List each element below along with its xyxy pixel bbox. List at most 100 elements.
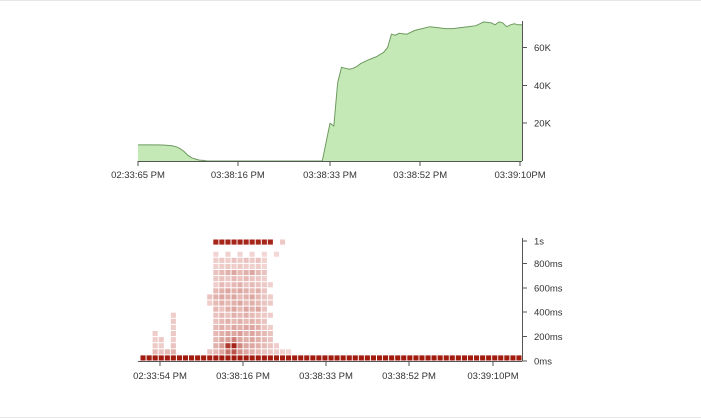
heatmap-cell: [419, 355, 425, 361]
heatmap-cell: [267, 282, 273, 288]
heatmap-cell: [255, 239, 261, 245]
heatmap-cell: [231, 349, 237, 355]
heatmap-cell: [225, 263, 231, 269]
heatmap-cell: [164, 355, 170, 361]
heatmap-cell: [261, 337, 267, 343]
x-tick-label: 03:38:16 PM: [211, 170, 265, 181]
heatmap-cell: [261, 324, 267, 330]
heatmap-cell: [164, 349, 170, 355]
heatmap-cell: [231, 288, 237, 294]
heatmap-cell: [249, 263, 255, 269]
y-tick-label: 20K: [534, 119, 552, 130]
heatmap-cell: [249, 312, 255, 318]
heatmap-cell: [140, 355, 146, 361]
heatmap-cell: [286, 349, 292, 355]
heatmap-cell: [249, 306, 255, 312]
heatmap-cell: [243, 343, 249, 349]
heatmap-cell: [255, 324, 261, 330]
heatmap-cell: [213, 282, 219, 288]
heatmap-cell: [249, 318, 255, 324]
heatmap-cell: [213, 318, 219, 324]
heatmap-cell: [255, 343, 261, 349]
heatmap-cell: [370, 355, 376, 361]
heatmap-cell: [273, 349, 279, 355]
heatmap-cell: [243, 300, 249, 306]
heatmap-cell: [170, 349, 176, 355]
heatmap-cell: [231, 324, 237, 330]
heatmap-cell: [255, 355, 261, 361]
heatmap-cell: [231, 294, 237, 300]
heatmap-cell: [152, 355, 158, 361]
heatmap-cell: [158, 337, 164, 343]
heatmap-cell: [207, 355, 213, 361]
heatmap-cell: [249, 343, 255, 349]
x-tick-label: 03:39:10PM: [494, 170, 545, 181]
heatmap-cell: [243, 324, 249, 330]
throughput-line: [138, 21, 522, 162]
heatmap-cell: [267, 331, 273, 337]
heatmap-cell: [467, 355, 473, 361]
heatmap-cell: [395, 355, 401, 361]
heatmap-cell: [261, 251, 267, 257]
y-tick-label: 400ms: [534, 308, 563, 319]
heatmap-cell: [225, 276, 231, 282]
heatmap-cell: [213, 306, 219, 312]
heatmap-cell: [261, 270, 267, 276]
heatmap-cell: [255, 337, 261, 343]
x-tick-label: 03:38:52 PM: [382, 371, 436, 382]
heatmap-cell: [231, 337, 237, 343]
heatmap-cell: [352, 355, 358, 361]
heatmap-cell: [492, 355, 498, 361]
heatmap-cell: [231, 312, 237, 318]
heatmap-cell: [225, 349, 231, 355]
heatmap-cell: [255, 257, 261, 263]
heatmap-cell: [267, 324, 273, 330]
heatmap-cell: [364, 355, 370, 361]
heatmap-cell: [237, 239, 243, 245]
heatmap-cell: [407, 355, 413, 361]
heatmap-cell: [170, 318, 176, 324]
heatmap-cell: [443, 355, 449, 361]
heatmap-cell: [237, 306, 243, 312]
heatmap-cell: [237, 251, 243, 257]
heatmap-cell: [213, 239, 219, 245]
heatmap-cell: [243, 288, 249, 294]
heatmap-cell: [225, 318, 231, 324]
heatmap-cell: [249, 349, 255, 355]
heatmap-cell: [498, 355, 504, 361]
heatmap-cell: [461, 355, 467, 361]
heatmap-cell: [267, 355, 273, 361]
heatmap-cell: [225, 282, 231, 288]
heatmap-cell: [425, 355, 431, 361]
heatmap-cell: [377, 355, 383, 361]
heatmap-cell: [219, 288, 225, 294]
throughput-area: [138, 21, 522, 162]
heatmap-cell: [213, 288, 219, 294]
x-tick-label: 03:38:52 PM: [393, 170, 447, 181]
heatmap-cell: [255, 288, 261, 294]
heatmap-cell: [261, 300, 267, 306]
heatmap-cell: [207, 294, 213, 300]
y-tick-label: 1s: [534, 237, 544, 248]
heatmap-cell: [225, 343, 231, 349]
heatmap-cell: [237, 276, 243, 282]
heatmap-cell: [152, 337, 158, 343]
heatmap-cell: [255, 263, 261, 269]
heatmap-cell: [231, 318, 237, 324]
heatmap-cell: [474, 355, 480, 361]
heatmap-cell: [225, 239, 231, 245]
heatmap-cell: [249, 257, 255, 263]
heatmap-cell: [340, 355, 346, 361]
heatmap-cell: [261, 355, 267, 361]
heatmap-cell: [383, 355, 389, 361]
heatmap-cell: [170, 343, 176, 349]
heatmap-cell: [255, 312, 261, 318]
heatmap-cell: [249, 331, 255, 337]
y-tick-label: 0ms: [534, 357, 552, 368]
heatmap-cell: [225, 257, 231, 263]
heatmap-cell: [182, 355, 188, 361]
heatmap-cell: [261, 318, 267, 324]
heatmap-cell: [267, 300, 273, 306]
heatmap-cell: [170, 331, 176, 337]
throughput-area-chart: 20K 40K 60K 02:33:65 PM 03:38:16 PM 03:38:33 …: [111, 21, 552, 181]
